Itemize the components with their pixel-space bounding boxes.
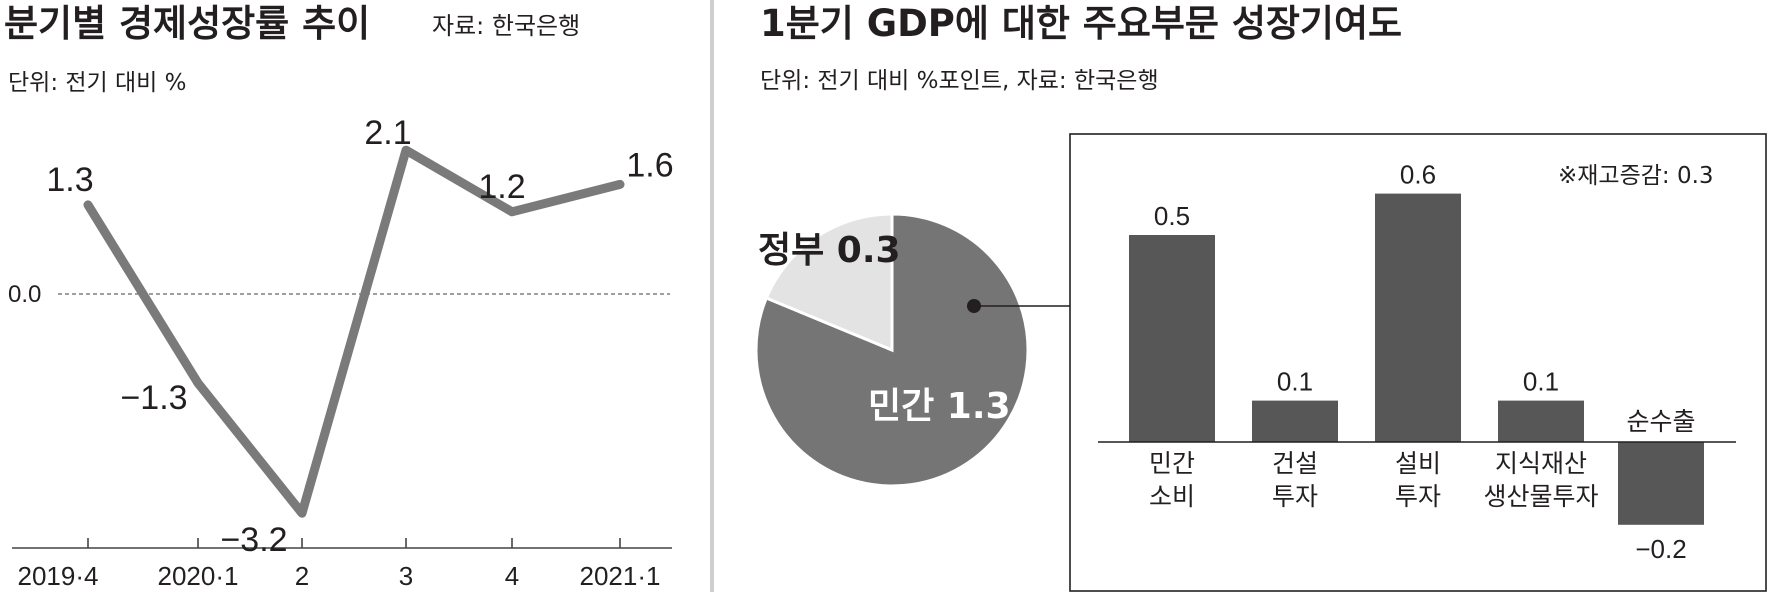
growth-rate-series-line (83, 145, 625, 518)
data-label: 1.2 (478, 168, 525, 206)
bar (1618, 442, 1704, 525)
bar-category-label: 순수출 (1626, 407, 1695, 436)
data-label: −1.3 (120, 379, 187, 417)
bar-category-label: 설비 (1395, 449, 1441, 478)
bar (1498, 400, 1584, 442)
bar (1375, 193, 1461, 442)
right-chart-unit-source: 단위: 전기 대비 %포인트, 자료: 한국은행 (760, 68, 1159, 94)
private-breakdown-box (1069, 133, 1767, 592)
right-chart-title: 1분기 GDP에 대한 주요부문 성장기여도 (760, 2, 1402, 45)
x-axis-tick-label: 2020·1 (158, 561, 239, 591)
x-axis-tick-label: 4 (505, 561, 519, 591)
pie-label-private: 민간 1.3 (868, 386, 1011, 427)
left-chart-source: 자료: 한국은행 (432, 12, 580, 40)
bar-value-label: 0.5 (1154, 201, 1190, 231)
inventory-note: ※재고증감: 0.3 (1558, 163, 1714, 189)
right-panel: 1분기 GDP에 대한 주요부문 성장기여도 단위: 전기 대비 %포인트, 자… (754, 2, 1767, 592)
data-label: −3.2 (220, 521, 287, 559)
bar-value-label: 0.1 (1523, 367, 1559, 397)
bar-value-label: −0.2 (1635, 534, 1686, 564)
bar-category-label: 생산물투자 (1483, 482, 1598, 511)
left-chart-unit: 단위: 전기 대비 % (8, 70, 187, 96)
bar-category-label: 민간 (1149, 449, 1195, 478)
bar-value-label: 0.6 (1400, 160, 1436, 190)
private-breakdown-bars: 0.5 0.1 0.6 0.1 −0.2 (1129, 160, 1704, 564)
x-axis-tick-label: 2019·4 (18, 561, 99, 591)
x-axis-tick-label: 2 (295, 561, 309, 591)
x-axis-tick-label: 3 (399, 561, 413, 591)
x-axis-tick-label: 2021·1 (580, 561, 661, 591)
bar (1252, 400, 1338, 442)
bar-category-label: 투자 (1272, 482, 1318, 511)
data-labels: 1.3 −1.3 −3.2 2.1 1.2 1.6 (46, 114, 673, 559)
data-label: 2.1 (364, 114, 411, 152)
bar-category-label: 건설 (1272, 449, 1318, 478)
bar-category-label: 소비 (1149, 482, 1195, 511)
x-axis-tick-labels: 2019·4 2020·1 2 3 4 2021·1 (18, 561, 661, 591)
pie-label-government: 정부 0.3 (758, 230, 901, 271)
data-label: 1.3 (46, 161, 93, 199)
pie-slice-government (764, 212, 894, 353)
bar-category-label: 투자 (1395, 482, 1441, 511)
bar (1129, 235, 1215, 442)
x-axis-ticks (87, 538, 621, 548)
left-panel: 분기별 경제성장률 추이 자료: 한국은행 단위: 전기 대비 % 0.0 20… (4, 2, 674, 591)
bar-category-label: 지식재산 (1495, 449, 1587, 478)
bar-value-label: 0.1 (1277, 367, 1313, 397)
zero-reference-label: 0.0 (8, 281, 41, 308)
data-label: 1.6 (626, 146, 673, 184)
sector-pie-chart (754, 212, 1030, 488)
left-chart-title: 분기별 경제성장률 추이 (4, 2, 370, 45)
